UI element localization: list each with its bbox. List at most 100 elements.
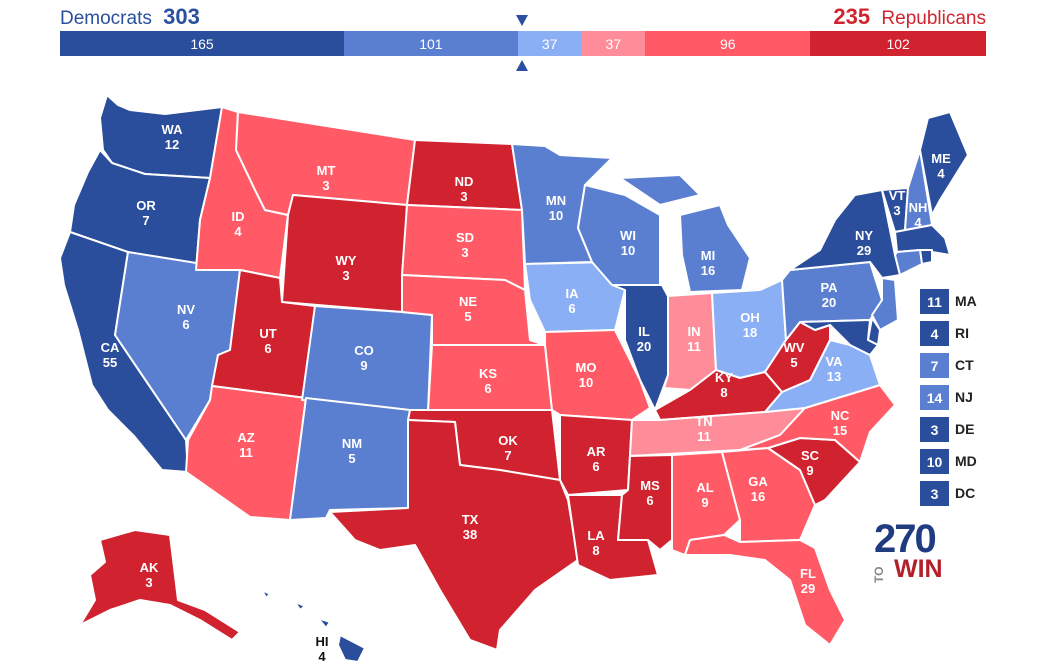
- state-label-ut: UT: [259, 326, 276, 341]
- state-ev-ca: 55: [103, 355, 117, 370]
- democrats-label: Democrats: [60, 8, 152, 29]
- state-md[interactable]: [799, 319, 879, 356]
- legend-abbr-de: DE: [955, 421, 975, 437]
- bar-segment-lean-dem[interactable]: 37: [517, 31, 582, 56]
- tally-header: Democrats 303 235 Republicans 165 101 37 37…: [0, 0, 1050, 80]
- state-ct[interactable]: [894, 249, 923, 276]
- state-ev-mo: 10: [579, 375, 593, 390]
- state-ev-az: 11: [239, 445, 253, 460]
- state-label-ks: KS: [479, 366, 497, 381]
- legend-row-md[interactable]: 10 MD: [920, 449, 1020, 475]
- state-ev-pa: 20: [822, 295, 836, 310]
- state-ev-ia: 6: [568, 301, 575, 316]
- bar-segment-lean-rep[interactable]: 37: [581, 31, 646, 56]
- state-ak[interactable]: [79, 529, 241, 641]
- legend-row-ct[interactable]: 7 CT: [920, 353, 1020, 379]
- state-ev-ut: 6: [264, 341, 271, 356]
- state-label-or: OR: [136, 198, 156, 213]
- state-ev-ks: 6: [484, 381, 491, 396]
- state-me[interactable]: [919, 111, 969, 216]
- state-ev-wv: 5: [790, 355, 797, 370]
- state-ev-ky: 8: [720, 385, 727, 400]
- legend-row-de[interactable]: 3 DE: [920, 417, 1020, 443]
- legend-row-ri[interactable]: 4 RI: [920, 321, 1020, 347]
- state-ar[interactable]: [559, 414, 633, 496]
- logo-win: WIN: [894, 555, 943, 583]
- state-label-ca: CA: [101, 340, 120, 355]
- state-ev-wa: 12: [165, 137, 179, 152]
- state-label-al: AL: [696, 480, 713, 495]
- legend-ev-md: 10: [920, 449, 949, 474]
- state-ev-nm: 5: [348, 451, 355, 466]
- state-label-ny: NY: [855, 228, 873, 243]
- bar-segment-safe-dem[interactable]: 165: [60, 31, 344, 56]
- state-ev-nd: 3: [460, 189, 467, 204]
- legend-abbr-ri: RI: [955, 325, 969, 341]
- state-label-mn: MN: [546, 193, 566, 208]
- state-label-ky: KY: [715, 370, 733, 385]
- state-label-az: AZ: [237, 430, 254, 445]
- 270-marker-bottom-icon: [516, 60, 528, 71]
- state-mi[interactable]: [619, 174, 751, 293]
- state-ev-tn: 11: [697, 429, 711, 444]
- state-tx[interactable]: [329, 419, 579, 651]
- state-ev-co: 9: [360, 358, 367, 373]
- state-ev-in: 11: [687, 339, 701, 354]
- state-hi[interactable]: [261, 589, 366, 663]
- state-label-ar: AR: [587, 444, 606, 459]
- state-label-id: ID: [232, 209, 245, 224]
- state-label-sc: SC: [801, 448, 820, 463]
- bar-segment-safe-rep[interactable]: 102: [810, 31, 986, 56]
- state-fl[interactable]: [684, 534, 846, 646]
- legend-ev-dc: 3: [920, 481, 949, 506]
- state-ev-ne: 5: [464, 309, 471, 324]
- bar-segment-likely-dem[interactable]: 101: [343, 31, 518, 56]
- legend-ev-de: 3: [920, 417, 949, 442]
- state-ev-ga: 16: [751, 489, 765, 504]
- state-label-sd: SD: [456, 230, 474, 245]
- state-ev-va: 13: [827, 369, 841, 384]
- state-label-ga: GA: [748, 474, 768, 489]
- state-ev-ny: 29: [857, 243, 871, 258]
- republicans-tally: 235 Republicans: [827, 4, 986, 30]
- state-label-hi: HI: [316, 634, 329, 649]
- legend-ev-nj: 14: [920, 385, 949, 410]
- state-ny[interactable]: [789, 189, 901, 279]
- 270towin-logo: 270 TO WIN: [872, 517, 952, 587]
- legend-abbr-md: MD: [955, 453, 977, 469]
- state-label-mo: MO: [576, 360, 597, 375]
- democrats-tally: Democrats 303: [60, 4, 206, 30]
- legend-ev-ma: 11: [920, 289, 949, 314]
- state-ev-nh: 4: [914, 215, 922, 230]
- state-ev-id: 4: [234, 224, 242, 239]
- state-ev-fl: 29: [801, 581, 815, 596]
- state-label-nh: NH: [909, 200, 928, 215]
- legend-row-dc[interactable]: 3 DC: [920, 481, 1020, 507]
- state-ev-sc: 9: [806, 463, 813, 478]
- state-ev-ak: 3: [145, 575, 152, 590]
- state-label-mt: MT: [317, 163, 336, 178]
- legend-abbr-nj: NJ: [955, 389, 973, 405]
- state-ev-tx: 38: [463, 527, 477, 542]
- state-label-tn: TN: [695, 414, 712, 429]
- state-label-ak: AK: [140, 560, 159, 575]
- legend-abbr-dc: DC: [955, 485, 976, 501]
- state-label-co: CO: [354, 343, 374, 358]
- state-label-la: LA: [587, 528, 605, 543]
- legend-row-nj[interactable]: 14 NJ: [920, 385, 1020, 411]
- bar-segment-likely-rep[interactable]: 96: [645, 31, 811, 56]
- state-ev-mt: 3: [322, 178, 329, 193]
- state-label-il: IL: [638, 324, 650, 339]
- state-ev-nv: 6: [182, 317, 189, 332]
- state-label-in: IN: [688, 324, 701, 339]
- state-label-ne: NE: [459, 294, 477, 309]
- state-ev-wi: 10: [621, 243, 635, 258]
- electoral-vote-bar: 165 101 37 37 96 102: [60, 31, 986, 56]
- state-label-wi: WI: [620, 228, 636, 243]
- state-ev-oh: 18: [743, 325, 757, 340]
- state-ev-hi: 4: [318, 649, 326, 664]
- state-label-wv: WV: [784, 340, 805, 355]
- state-label-oh: OH: [740, 310, 760, 325]
- legend-row-ma[interactable]: 11 MA: [920, 289, 1020, 315]
